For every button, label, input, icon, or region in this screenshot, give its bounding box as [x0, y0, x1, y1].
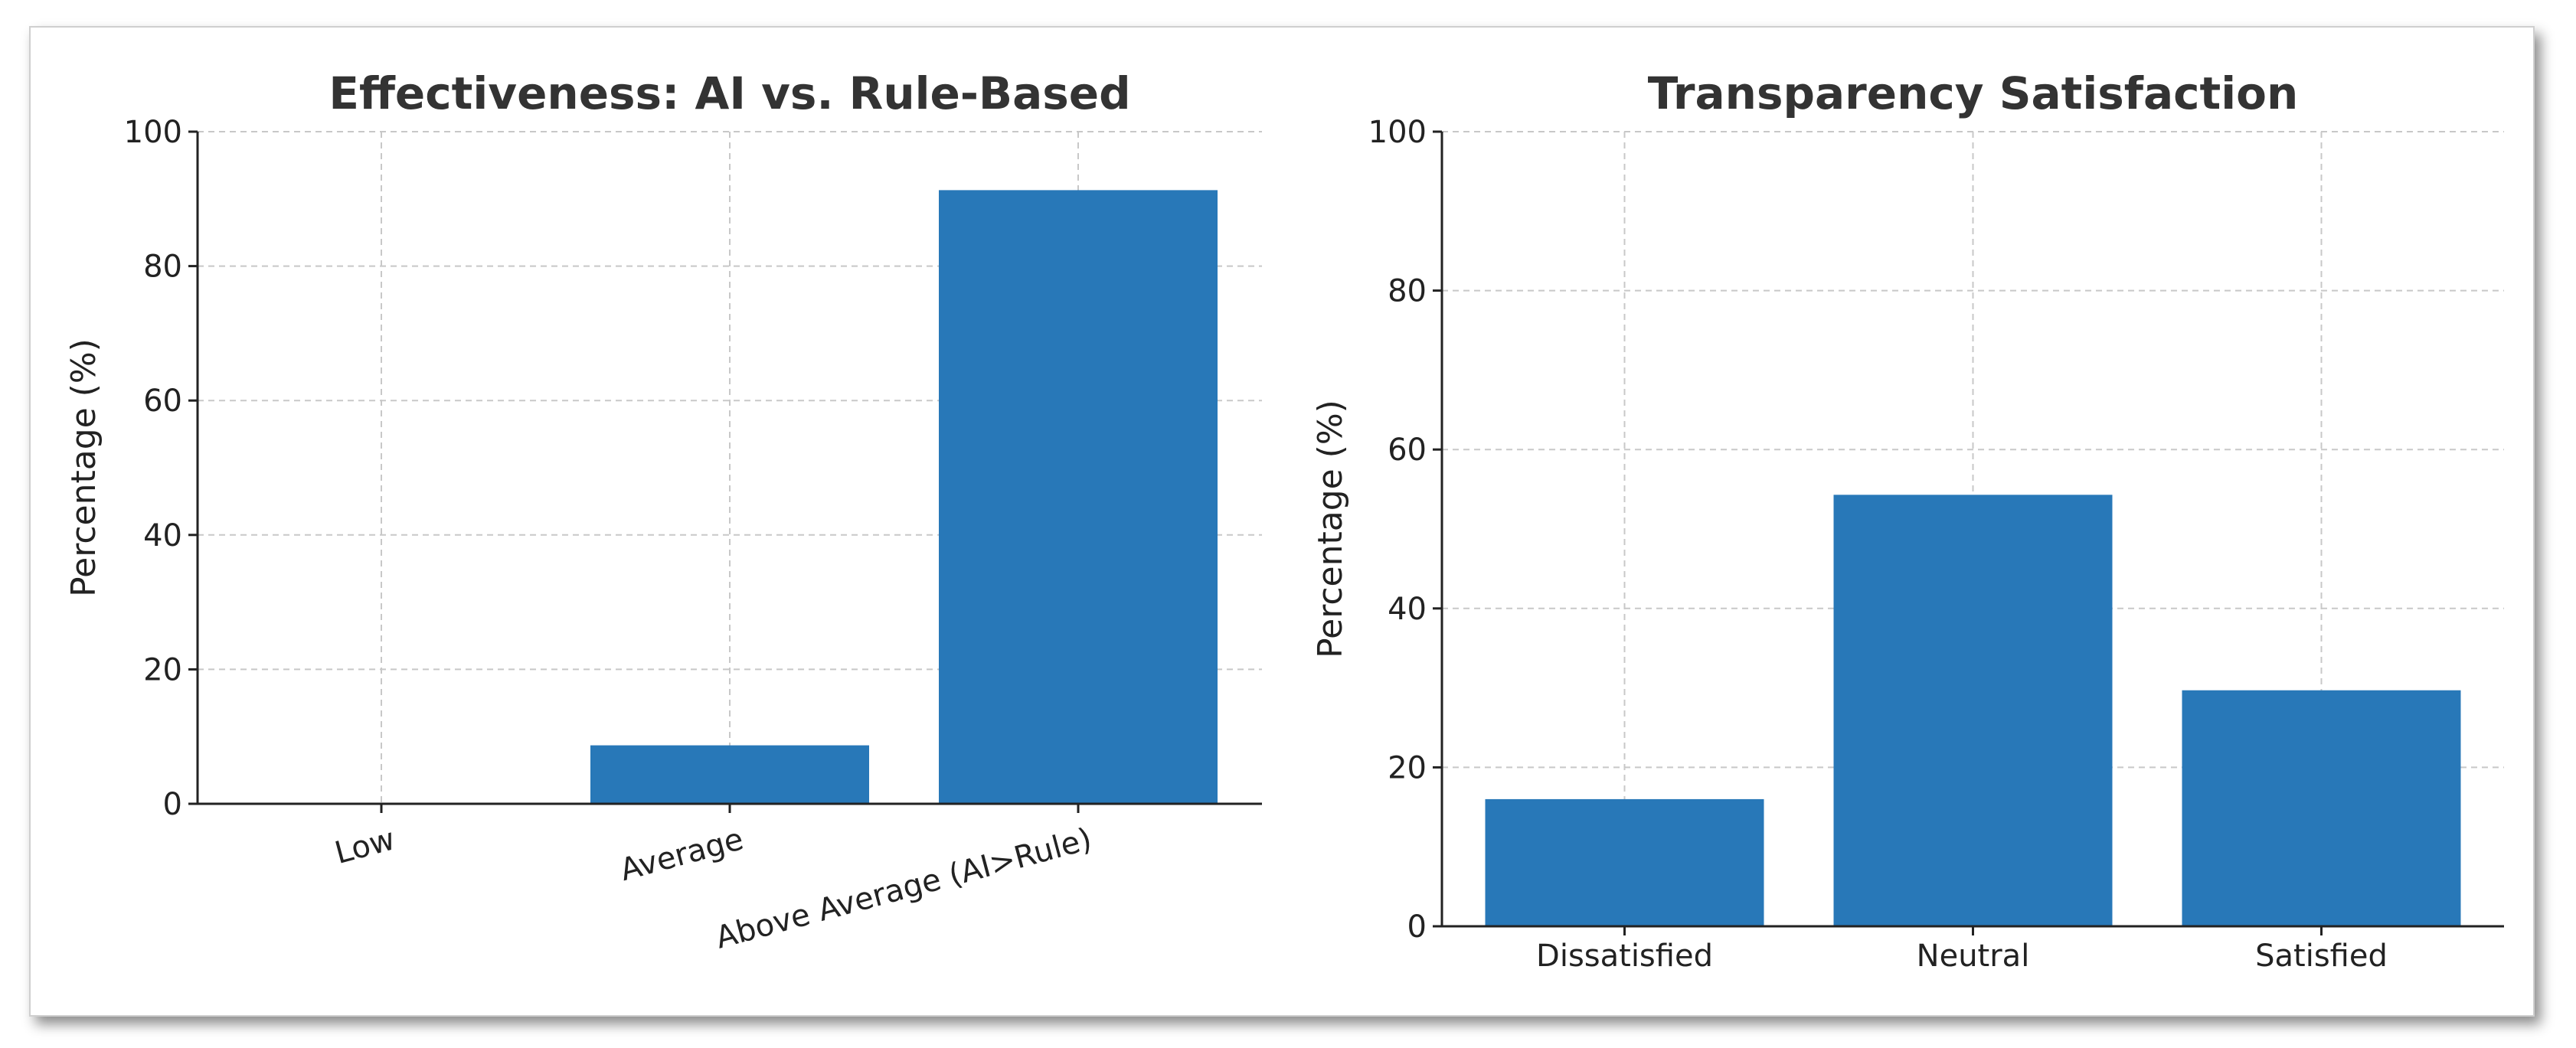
y-tick-label: 80	[143, 250, 182, 285]
y-tick-label: 60	[1388, 433, 1427, 468]
y-tick-label: 20	[1388, 750, 1427, 785]
x-tick-label: Above Average (AI>Rule)	[712, 821, 1096, 955]
y-tick-label: 40	[143, 518, 182, 553]
bar	[1485, 798, 1764, 926]
figure-frame	[29, 26, 2535, 1017]
bar	[590, 745, 869, 804]
y-tick-label: 80	[1388, 274, 1427, 309]
x-tick-label: Dissatisfied	[1536, 939, 1713, 974]
chart-title: Effectiveness: AI vs. Rule-Based	[329, 67, 1130, 119]
y-tick-label: 0	[163, 787, 182, 822]
x-tick-label: Low	[332, 821, 399, 871]
x-tick-label: Neutral	[1917, 939, 2030, 974]
bar	[939, 190, 1218, 805]
y-tick-label: 100	[124, 115, 182, 150]
bar	[2182, 690, 2461, 926]
transparency-chart: Transparency Satisfaction Percentage (%)…	[1311, 67, 2504, 974]
y-tick-label: 40	[1388, 592, 1427, 627]
y-tick-label: 100	[1368, 115, 1427, 150]
y-tick-label: 0	[1407, 909, 1427, 945]
y-tick-label: 60	[143, 384, 182, 419]
y-axis-label: Percentage (%)	[1311, 400, 1350, 658]
x-tick-label: Average	[616, 821, 747, 888]
x-tick-label: Satisfied	[2255, 939, 2388, 974]
chart-title: Transparency Satisfaction	[1648, 67, 2299, 119]
y-axis-label: Percentage (%)	[64, 338, 103, 597]
bar	[1833, 495, 2113, 926]
y-tick-label: 20	[143, 652, 182, 687]
effectiveness-chart: Effectiveness: AI vs. Rule-Based Percent…	[64, 67, 1262, 956]
